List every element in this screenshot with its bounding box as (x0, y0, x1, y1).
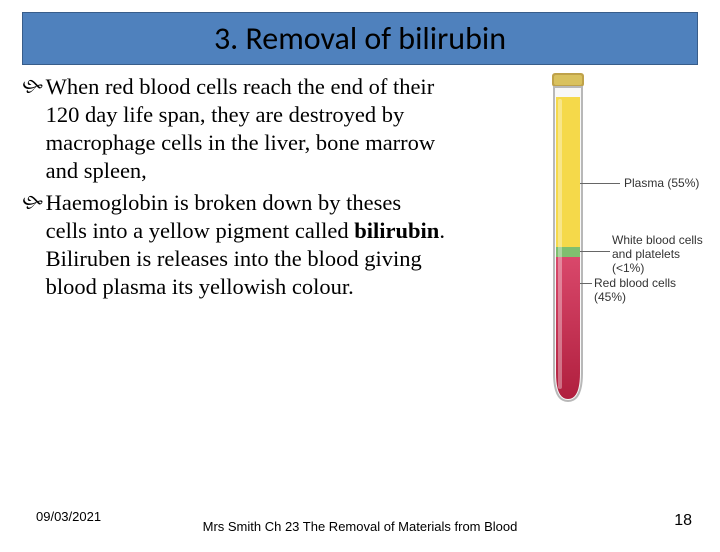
label-line (580, 183, 620, 184)
label-line (580, 251, 610, 252)
footer-page-number: 18 (674, 512, 692, 530)
bullet-text: Haemoglobin is broken down by theses cel… (46, 189, 446, 301)
title-bar: 3. Removal of bilirubin (22, 12, 698, 65)
wbc-label-line1: White blood cells (612, 233, 703, 247)
text-column: 🙛 When red blood cells reach the end of … (22, 73, 452, 453)
bullet-icon: 🙛 (22, 73, 44, 185)
bullet-item: 🙛 When red blood cells reach the end of … (22, 73, 446, 185)
label-line (580, 283, 592, 284)
bullet-text-pre: Haemoglobin is broken down by theses cel… (46, 190, 402, 243)
content-area: 🙛 When red blood cells reach the end of … (22, 73, 708, 453)
footer-center: Mrs Smith Ch 23 The Removal of Materials… (0, 519, 720, 534)
wbc-label-line2: and platelets (<1%) (612, 247, 708, 275)
bullet-item: 🙛 Haemoglobin is broken down by theses c… (22, 189, 446, 301)
blood-tube-figure: Plasma (55%) White blood cells and plate… (452, 73, 708, 453)
bullet-text-bold: bilirubin (354, 218, 439, 243)
bullet-text-pre: When red blood cells reach the end of th… (46, 74, 436, 183)
test-tube-icon (528, 73, 608, 413)
bullet-text: When red blood cells reach the end of th… (46, 73, 446, 185)
plasma-label: Plasma (55%) (624, 176, 699, 190)
rbc-label: Red blood cells (45%) (594, 276, 708, 304)
slide-title: 3. Removal of bilirubin (23, 19, 697, 58)
bullet-icon: 🙛 (22, 189, 44, 301)
